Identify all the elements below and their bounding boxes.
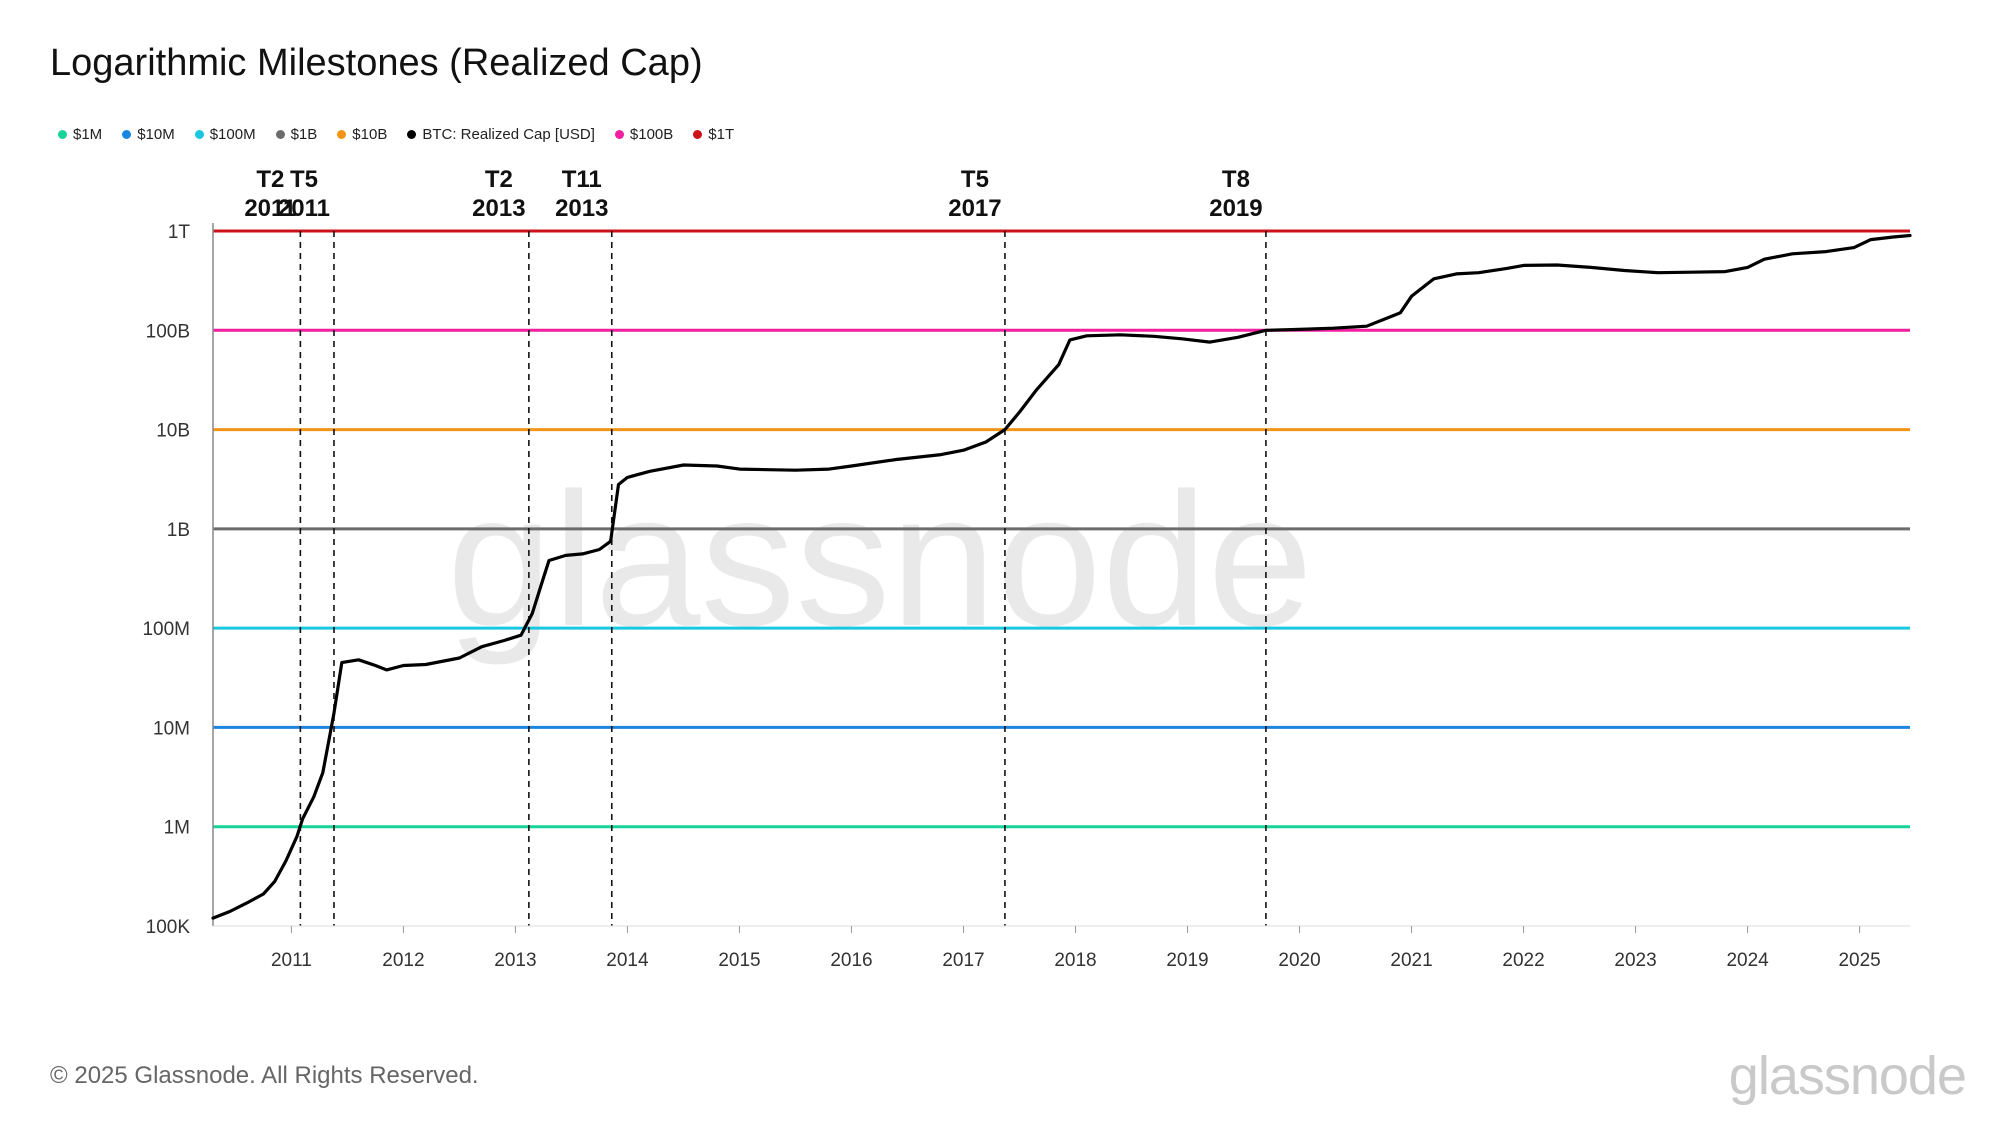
legend-item[interactable]: $100M [194,126,256,143]
y-tick-label: 10M [153,718,190,739]
x-tick-label: 2022 [1502,950,1544,971]
event-label-year: 2017 [948,195,1001,222]
footer-copyright: © 2025 Glassnode. All Rights Reserved. [50,1062,479,1089]
y-tick-label: 100K [146,917,191,938]
threshold-lines [213,229,1910,829]
chart-title: Logarithmic Milestones (Realized Cap) [50,42,703,84]
legend-item[interactable]: $1M [58,126,102,143]
event-label: T11 [562,166,602,193]
event-label-year: 2011 [278,195,330,222]
legend: $1M $10M $100M $1B $10B BTC: Realized Cap [US… [58,126,754,143]
legend-item[interactable]: $10B [337,126,387,143]
legend-dot-icon [122,130,132,139]
axes: 100K 1M 10M 100M 1B 10B 100B 1T 2011 2012 2013 2014… [142,222,1910,971]
x-tick-label: 2023 [1614,950,1656,971]
y-tick-label: 100B [146,321,190,342]
legend-label: $10M [137,126,175,143]
footer-brand-logo: glassnode [1728,1046,1967,1106]
y-tick-label: 1T [168,222,191,243]
y-tick-label: 1B [167,520,190,541]
watermark: glassnode [447,454,1313,666]
legend-item[interactable]: $1T [693,126,734,143]
x-tick-label: 2012 [382,950,424,971]
legend-item[interactable]: $100B [614,126,674,143]
event-label-year: 2013 [555,195,608,222]
event-label-year: 2013 [472,195,525,222]
x-tick-label: 2013 [494,950,536,971]
legend-label: $100M [209,126,256,143]
x-tick-label: 2018 [1054,950,1096,971]
legend-dot-icon [194,130,204,139]
event-label-year: 2019 [1209,195,1262,222]
legend-dot-icon [614,130,624,139]
x-tick-label: 2024 [1726,950,1769,971]
x-tick-label: 2025 [1838,950,1880,971]
legend-dot-icon [58,130,67,139]
x-tick-label: 2015 [718,950,760,971]
y-tick-label: 1M [164,818,190,839]
x-tick-label: 2017 [942,950,984,971]
event-label: T5 [290,166,318,193]
y-tick-label: 10B [156,421,190,442]
legend-label: $100B [629,126,674,143]
event-label: T5 [961,166,989,193]
event-label: T2 [485,166,513,193]
x-tick-label: 2014 [606,950,649,971]
event-label: T2 [256,166,284,193]
legend-label: $10B [352,126,388,143]
legend-label: $1B [290,126,318,143]
legend-item[interactable]: BTC: Realized Cap [USD] [407,126,595,143]
x-tick-label: 2016 [830,950,872,971]
legend-label: BTC: Realized Cap [USD] [422,126,595,143]
legend-dot-icon [693,130,703,139]
x-tick-label: 2011 [271,950,312,971]
series-line-realized-cap [211,233,1912,920]
x-tick-label: 2020 [1278,950,1320,971]
event-label: T8 [1222,166,1250,193]
x-tick-label: 2021 [1390,950,1432,971]
legend-dot-icon [337,130,347,139]
series-layer [211,233,1912,920]
legend-label: $1T [708,126,735,143]
y-tick-label: 100M [142,619,190,640]
event-label-year: 2011 [244,195,296,222]
legend-label: $1M [73,126,103,143]
legend-dot-icon [407,130,417,139]
legend-item[interactable]: $1B [275,126,318,143]
legend-item[interactable]: $10M [122,126,175,143]
legend-dot-icon [275,130,285,139]
x-tick-label: 2019 [1166,950,1208,971]
